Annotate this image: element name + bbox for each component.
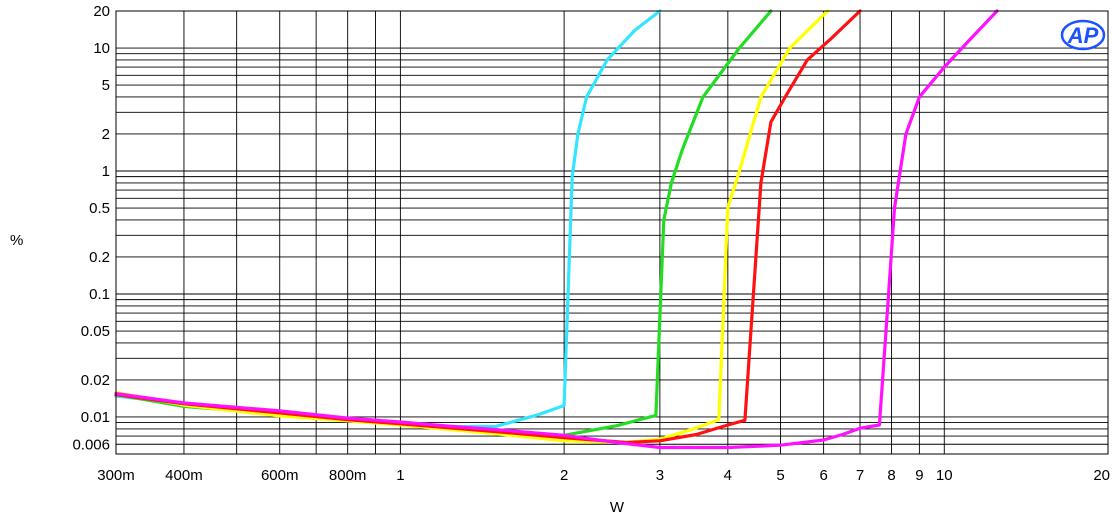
x-tick-label: 2 [560, 467, 568, 484]
x-tick-label: 400m [165, 467, 203, 484]
x-tick-label: 4 [724, 467, 732, 484]
grid-layer [115, 10, 1109, 455]
y-tick-labels: 20 10 5 2 1 0.5 0.2 0.1 0.05 0.02 0.01 0.006 [72, 3, 110, 453]
plot-frame [115, 10, 1109, 455]
x-tick-label: 300m [97, 467, 135, 484]
x-tick-label: 9 [915, 467, 923, 484]
x-tick-label: 800m [329, 467, 367, 484]
x-tick-label: 6 [819, 467, 827, 484]
x-tick-label: 7 [856, 467, 864, 484]
series-line-2 [114, 9, 773, 437]
series-line-5 [114, 9, 999, 450]
x-tick-label: 1 [396, 467, 404, 484]
x-tick-label: 8 [887, 467, 895, 484]
audio-precision-logo: AP [1060, 19, 1106, 51]
x-tick-label: 5 [776, 467, 784, 484]
x-tick-labels: 300m 400m 600m 800m 1 2 3 4 5 6 7 8 9 10 20 [97, 467, 1110, 484]
y-tick-label: 0.006 [72, 436, 110, 453]
y-tick-label: 0.01 [81, 409, 110, 426]
y-tick-label: 0.1 [89, 286, 110, 303]
y-tick-label: 5 [102, 77, 110, 94]
svg-text:AP: AP [1067, 23, 1099, 48]
y-axis-title: % [10, 232, 23, 249]
x-axis-title: W [610, 499, 625, 516]
y-tick-label: 20 [93, 3, 110, 20]
series-line-1 [114, 9, 662, 429]
x-tick-label: 10 [936, 467, 953, 484]
series-line-4 [114, 9, 862, 445]
x-tick-label: 3 [656, 467, 664, 484]
y-tick-label: 1 [102, 163, 110, 180]
y-tick-label: 0.05 [81, 323, 110, 340]
y-tick-label: 0.02 [81, 372, 110, 389]
x-tick-label: 600m [261, 467, 299, 484]
y-tick-label: 10 [93, 40, 110, 57]
y-tick-label: 2 [102, 126, 110, 143]
y-tick-label: 0.2 [89, 249, 110, 266]
x-tick-label: 20 [1093, 467, 1110, 484]
y-tick-label: 0.5 [89, 200, 110, 217]
series-layer [114, 9, 999, 450]
